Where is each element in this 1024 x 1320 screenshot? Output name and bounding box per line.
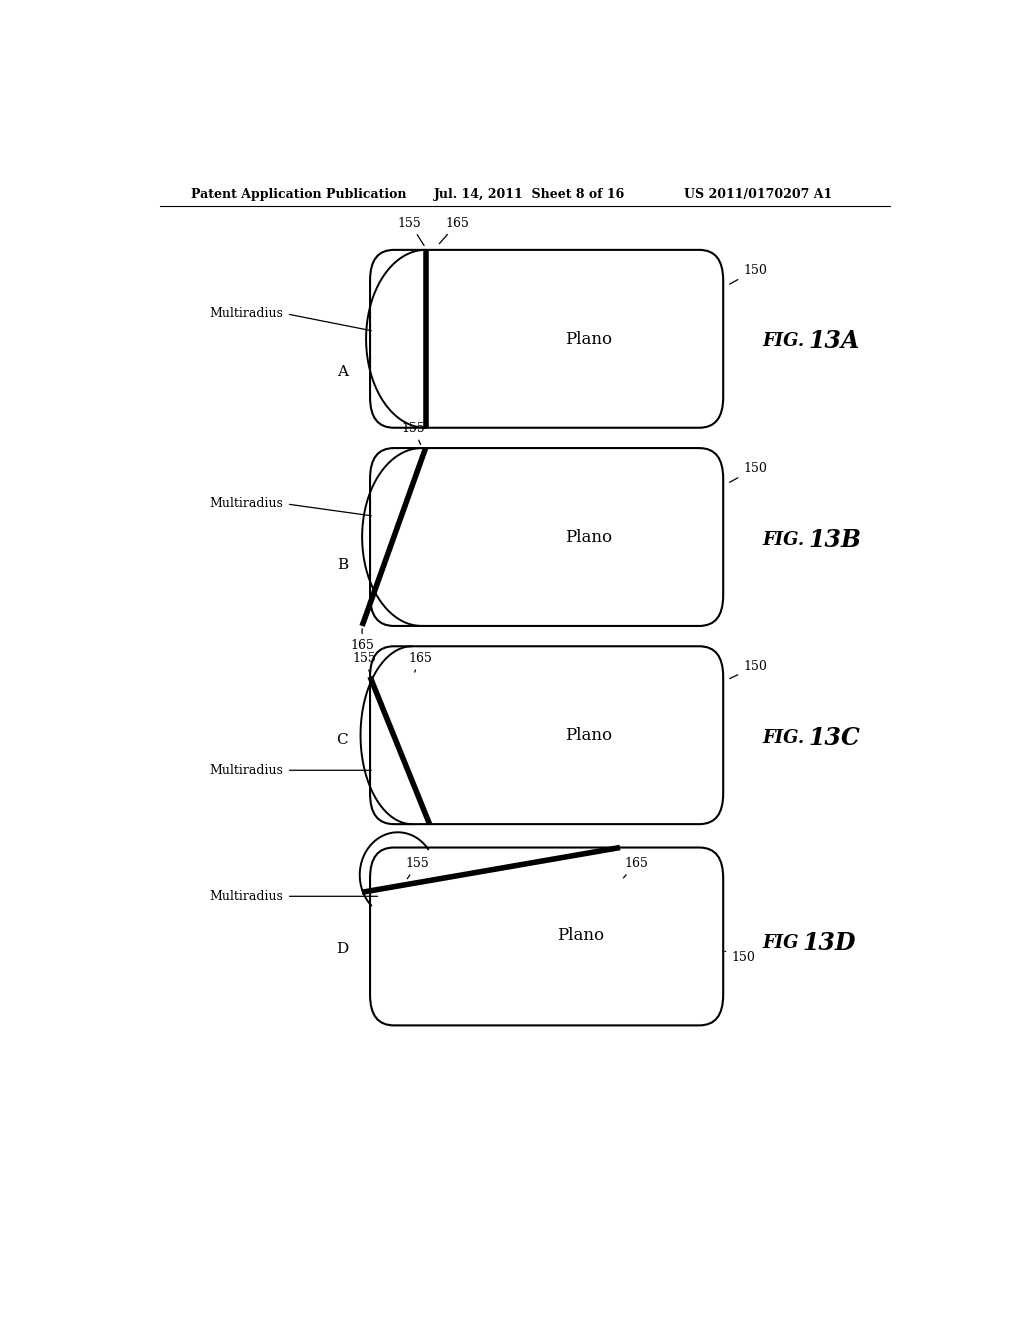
Text: Multiradius: Multiradius (209, 308, 283, 321)
Text: FIG.: FIG. (763, 333, 811, 350)
Text: 150: 150 (725, 950, 755, 964)
Text: 150: 150 (730, 462, 767, 482)
Text: FIG.: FIG. (763, 729, 811, 747)
Text: 155: 155 (401, 422, 426, 445)
Text: B: B (337, 558, 348, 572)
Text: FIG: FIG (763, 935, 806, 952)
Text: Multiradius: Multiradius (209, 764, 283, 776)
Text: Multiradius: Multiradius (209, 498, 283, 511)
Text: Plano: Plano (564, 529, 612, 546)
Text: US 2011/0170207 A1: US 2011/0170207 A1 (684, 189, 831, 202)
Text: Multiradius: Multiradius (209, 890, 283, 903)
Text: C: C (337, 733, 348, 747)
Text: 13D: 13D (803, 931, 856, 956)
Text: 13A: 13A (809, 330, 860, 354)
Text: Plano: Plano (564, 727, 612, 744)
Text: 165: 165 (439, 216, 469, 244)
Text: 150: 150 (730, 264, 767, 284)
Text: Plano: Plano (564, 331, 612, 347)
Text: 150: 150 (730, 660, 767, 678)
Text: 155: 155 (406, 857, 429, 879)
Text: 165: 165 (350, 628, 374, 652)
Text: 155: 155 (352, 652, 377, 673)
Text: FIG.: FIG. (763, 531, 811, 549)
Text: Patent Application Publication: Patent Application Publication (191, 189, 407, 202)
Text: 13B: 13B (809, 528, 862, 552)
Text: 165: 165 (624, 857, 648, 878)
Text: 155: 155 (398, 216, 424, 246)
Text: 13C: 13C (809, 726, 860, 750)
Text: Plano: Plano (557, 928, 604, 944)
Text: 165: 165 (409, 652, 432, 672)
Text: Jul. 14, 2011  Sheet 8 of 16: Jul. 14, 2011 Sheet 8 of 16 (433, 189, 625, 202)
Text: D: D (336, 942, 348, 956)
Text: A: A (337, 364, 348, 379)
